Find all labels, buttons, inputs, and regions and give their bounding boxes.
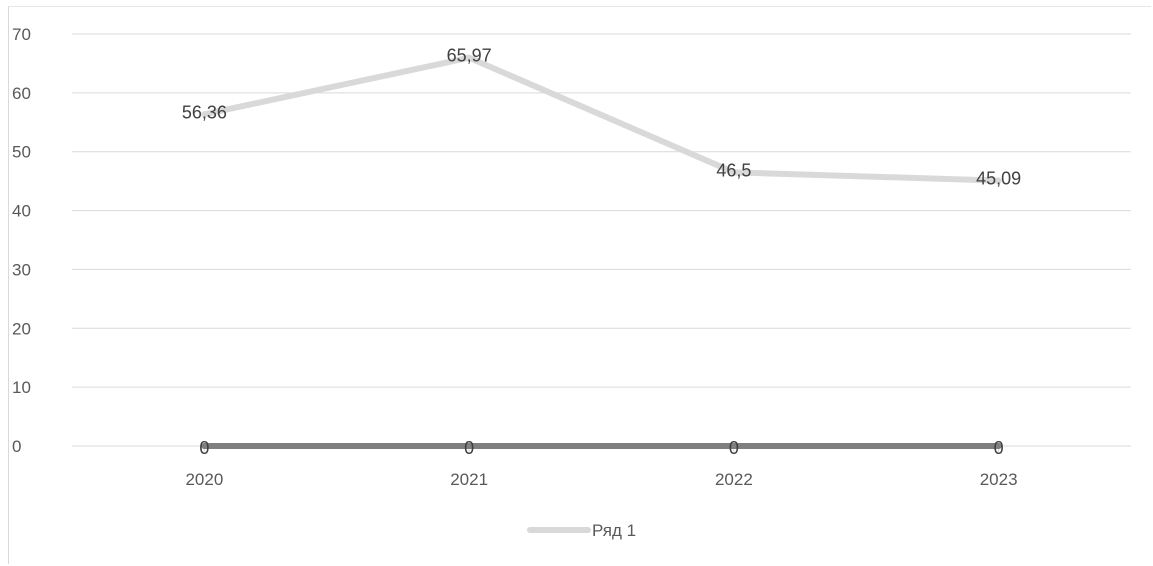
data-point: [730, 169, 737, 176]
data-point: [730, 443, 737, 449]
x-tick-label: 2020: [185, 470, 223, 489]
data-point: [995, 177, 1002, 184]
chart-frame: [8, 6, 1151, 564]
series-line-row1: [201, 54, 1002, 184]
x-tick-label: 2021: [450, 470, 488, 489]
y-tick-label: 10: [12, 378, 31, 397]
y-tick-label: 70: [12, 25, 31, 44]
data-label: 46,5: [716, 160, 751, 180]
data-point: [466, 443, 473, 449]
data-label: 0: [994, 438, 1004, 458]
legend-label: Ряд 1: [592, 521, 636, 540]
y-tick-label: 60: [12, 84, 31, 103]
x-tick-label: 2023: [980, 470, 1018, 489]
data-point: [466, 54, 473, 61]
y-tick-label: 20: [12, 319, 31, 338]
y-tick-label: 30: [12, 260, 31, 279]
data-point: [201, 111, 208, 118]
data-label: 56,36: [182, 102, 227, 122]
data-labels: 56,36 65,97 46,5 45,09 0 0 0 0: [182, 46, 1021, 458]
x-tick-label: 2022: [715, 470, 753, 489]
data-point: [995, 443, 1002, 449]
data-label: 0: [199, 438, 209, 458]
y-axis: 0 10 20 30 40 50 60 70: [12, 25, 31, 456]
x-axis: 2020 2021 2022 2023: [185, 446, 1018, 489]
y-tick-label: 40: [12, 202, 31, 221]
data-label: 0: [464, 438, 474, 458]
data-point: [201, 443, 208, 449]
gridlines: [72, 33, 1131, 447]
data-label: 0: [729, 438, 739, 458]
series-lines: [201, 54, 1002, 449]
y-tick-label: 50: [12, 143, 31, 162]
data-label: 45,09: [976, 169, 1021, 189]
y-tick-label: 0: [12, 437, 21, 456]
legend: Ряд 1: [527, 521, 636, 540]
data-label: 65,97: [447, 46, 492, 66]
